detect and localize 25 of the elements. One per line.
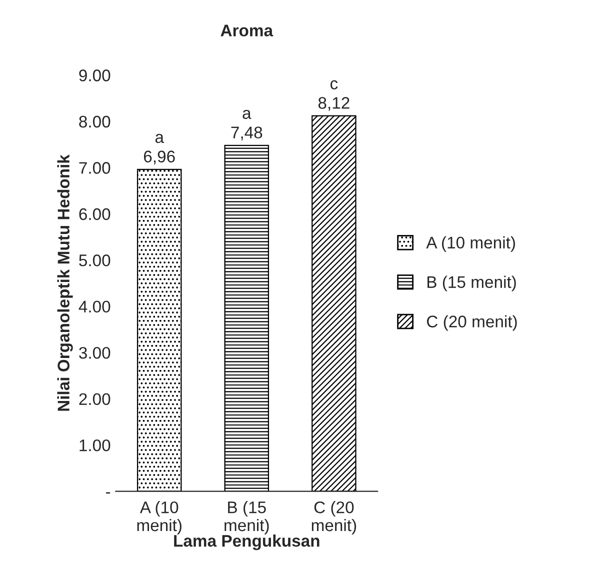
y-tick-label: 3.00: [79, 346, 110, 359]
legend-label: A (10 menit): [426, 236, 515, 252]
x-tick-label: C (20 menit): [312, 501, 356, 535]
annotation: a: [242, 110, 252, 120]
y-tick-label: 6.00: [79, 208, 110, 220]
chart-title: Aroma: [220, 24, 274, 36]
y-tick-label: 8.00: [79, 116, 110, 128]
x-tick-label: B (15 menit): [224, 501, 269, 535]
y-tick-label: 4.00: [78, 300, 110, 313]
y-tick-label: 5.00: [79, 254, 110, 266]
data-label: 6,96: [144, 150, 175, 164]
annotation: c: [330, 80, 338, 90]
x-axis-title: Lama Pengukusan: [174, 534, 320, 550]
y-tick-label: 9.00: [79, 70, 110, 82]
annotation: a: [155, 134, 164, 144]
legend-label: B (15 menit): [428, 276, 516, 292]
legend-label: C (20 menit): [426, 315, 517, 331]
y-axis-title: Nilai Organoleptik Mutu Hedonik: [57, 154, 73, 411]
y-tick-label: 1.00: [80, 439, 110, 452]
y-tick-label: 7.00: [79, 162, 110, 174]
x-tick-label: A (10 menit): [137, 501, 182, 535]
data-label: 8,12: [318, 97, 350, 111]
y-tick-label: 2.00: [79, 393, 110, 406]
data-label: 7,48: [231, 126, 262, 140]
y-tick-label: -: [106, 492, 110, 494]
